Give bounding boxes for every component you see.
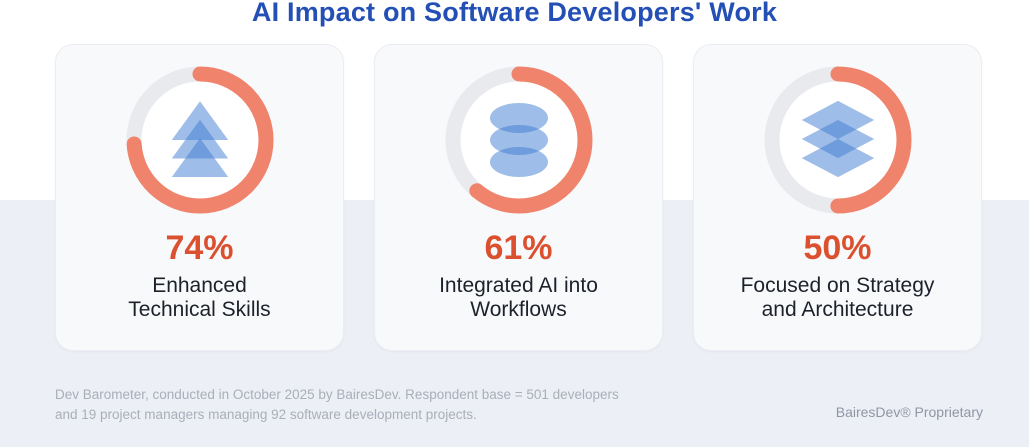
stat-card-enhanced-technical-skills: 74% Enhanced Technical Skills <box>55 44 344 351</box>
stat-label: Enhanced Technical Skills <box>128 274 271 321</box>
donut-arc <box>126 66 273 214</box>
proprietary-note: BairesDev® Proprietary <box>835 404 983 420</box>
stat-label: Integrated AI into Workflows <box>439 274 598 321</box>
page-title: AI Impact on Software Developers' Work <box>251 0 778 27</box>
donut-chart <box>763 65 913 215</box>
donut-chart <box>444 65 594 215</box>
donut-arc <box>445 66 592 214</box>
percent-value: 50% <box>803 229 872 267</box>
stat-cards-row: 74% Enhanced Technical Skills 61% <box>55 44 982 351</box>
database-icon <box>444 65 594 215</box>
layers-icon <box>763 65 913 215</box>
percent-value: 61% <box>484 229 553 267</box>
growth-triangles-icon <box>125 65 275 215</box>
stat-card-integrated-ai-workflows: 61% Integrated AI into Workflows <box>374 44 663 351</box>
donut-arc <box>764 66 911 214</box>
donut-chart <box>125 65 275 215</box>
percent-value: 74% <box>165 229 234 267</box>
source-note: Dev Barometer, conducted in October 2025… <box>55 387 619 423</box>
stat-label: Focused on Strategy and Architecture <box>740 274 935 321</box>
stat-card-strategy-architecture: 50% Focused on Strategy and Architecture <box>693 44 982 351</box>
